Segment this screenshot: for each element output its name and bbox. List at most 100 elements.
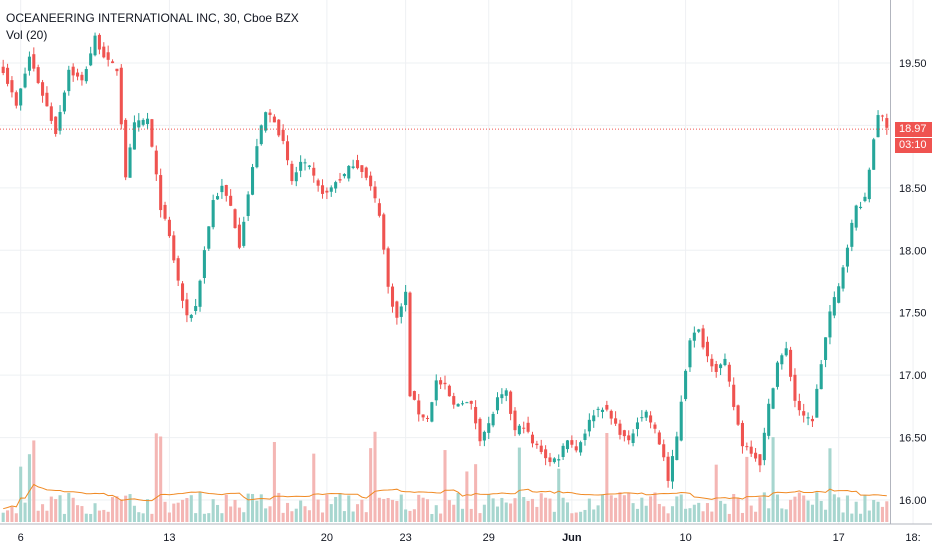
price-tick-label: 16.00: [899, 495, 927, 507]
candle-body: [692, 332, 696, 341]
candle-body: [789, 349, 793, 377]
volume-bar: [220, 513, 224, 522]
volume-bar: [495, 506, 500, 522]
volume-bar: [141, 513, 145, 522]
candle-body: [745, 446, 749, 448]
volume-bar: [867, 510, 871, 522]
volume-bar: [478, 513, 482, 522]
volume-bar: [1, 512, 5, 522]
candle-body: [14, 92, 18, 106]
price-tick-label: 19.50: [899, 58, 927, 70]
candle-body: [491, 413, 495, 426]
volume-bar: [749, 505, 753, 522]
volume-bar: [548, 498, 552, 522]
candle-body: [97, 34, 101, 50]
price-tick-label: 18.50: [899, 183, 927, 195]
volume-bar: [482, 504, 486, 522]
candle-body: [23, 73, 27, 88]
volume-bar: [32, 440, 36, 522]
volume-bar: [465, 471, 469, 522]
candle-body: [583, 433, 587, 441]
volume-bar: [430, 513, 434, 522]
candle-body: [67, 69, 71, 92]
candle-body: [369, 175, 373, 187]
time-tick-label: 6: [18, 532, 24, 544]
candle-body: [736, 405, 740, 425]
candle-body: [54, 116, 58, 134]
volume-bar: [539, 493, 543, 522]
volume-bar: [27, 454, 31, 522]
volume-bar: [373, 431, 377, 522]
time-axis: 6 13 20 23 29 Jun 10 17 18:: [0, 523, 932, 544]
candle-body: [307, 165, 311, 167]
volume-bar: [775, 494, 779, 522]
candle-body: [312, 167, 316, 176]
candle-body: [1, 66, 5, 73]
candle-body: [194, 306, 198, 312]
candle-body: [845, 247, 849, 267]
volume-bar: [408, 510, 412, 522]
candle-body: [535, 443, 539, 446]
volume-bar: [876, 501, 880, 522]
volume-bar: [675, 496, 679, 522]
candle-body: [487, 423, 491, 433]
volume-bar: [544, 497, 548, 522]
volume-bar: [570, 513, 574, 522]
volume-bar: [469, 508, 473, 522]
candle-body: [675, 436, 679, 461]
candle-body: [749, 446, 753, 454]
candle-body: [334, 182, 338, 189]
candle-body: [762, 432, 766, 461]
candle-body: [780, 355, 784, 365]
candle-body: [255, 146, 259, 168]
volume-bar: [303, 506, 307, 522]
candle-body: [425, 417, 430, 419]
candle-body: [714, 363, 718, 372]
candle-body: [565, 440, 570, 450]
time-tick-label: 10: [679, 532, 691, 544]
volume-bar: [299, 500, 303, 522]
candle-body: [84, 69, 88, 82]
volume-bar: [771, 437, 775, 522]
candle-body: [132, 122, 136, 150]
volume-bar: [574, 512, 578, 522]
candle-body: [303, 162, 307, 164]
volume-bar: [513, 498, 517, 522]
volume-bar: [58, 495, 62, 522]
candle-body: [509, 391, 513, 414]
volume-bar: [736, 498, 740, 522]
volume-bar: [281, 512, 285, 522]
volume-bar: [360, 499, 364, 522]
volume-bar: [67, 492, 71, 522]
volume-bar: [732, 493, 736, 522]
candle-body: [644, 411, 648, 418]
volume-bar: [828, 448, 832, 522]
volume-bar: [259, 494, 263, 522]
candle-body: [439, 380, 443, 385]
volume-bar: [552, 511, 556, 522]
candle-body: [264, 112, 268, 131]
time-tick-label: 17: [833, 532, 845, 544]
candle-body: [10, 80, 14, 93]
candle-body: [360, 165, 364, 172]
candle-body: [128, 147, 132, 178]
candle-body: [373, 186, 377, 199]
candle-body: [872, 139, 876, 170]
candle-body: [719, 364, 723, 369]
candle-body: [500, 394, 504, 399]
candle-body: [474, 406, 478, 424]
volume-bar: [885, 501, 889, 522]
price-axis: 16.00 16.50 17.00 17.50 18.00 18.50 19.50: [899, 58, 927, 507]
volume-ma-line: [3, 483, 887, 510]
candle-body: [867, 169, 871, 200]
candle-body: [701, 328, 705, 348]
volume-bar: [329, 504, 333, 522]
volume-bar: [723, 503, 727, 522]
candle-body: [837, 286, 841, 303]
volume-bar: [727, 513, 731, 522]
volume-bar: [154, 433, 158, 522]
candle-body: [482, 431, 486, 441]
volume-bar: [705, 503, 709, 522]
